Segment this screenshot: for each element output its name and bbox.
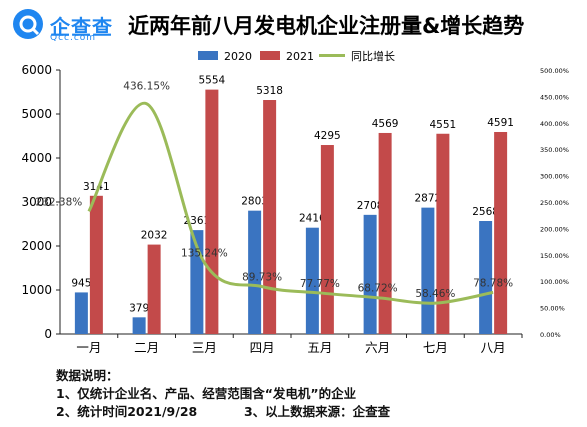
bar-2021 [147,244,161,334]
y2-tick-label: 200.00% [540,225,569,233]
y-tick-label: 4000 [21,151,52,165]
line-point-label: 77.77% [300,278,340,290]
bar-value-label: 5554 [199,75,226,87]
bar-2021 [494,131,508,334]
notes-line-1: 1、仅统计企业名、产品、经营范围含“发电机”的企业 [56,386,357,401]
y-tick-label: 3000 [21,195,52,209]
logo: 企查查 Qcc.com [8,6,128,43]
y2-tick-label: 150.00% [540,252,569,260]
x-tick-label: 七月 [423,340,448,355]
bar-value-label: 2803 [241,196,268,208]
bar-value-label: 2708 [357,200,384,212]
bar-2021 [89,195,103,334]
legend-swatch-2020 [198,51,218,60]
notes-line-2b: 3、以上数据来源：企查查 [243,404,391,419]
line-point-label: 232.38% [36,196,83,208]
line-point-label: 78.78% [473,277,513,289]
bar-2021 [378,132,392,334]
x-tick-label: 四月 [250,340,275,355]
y-tick-label: 5000 [21,107,52,121]
notes-line-2: 2、统计时间2021/9/28 3、以上数据来源：企查查 [56,403,390,421]
bar-value-label: 2416 [299,213,326,225]
line-growth-rate [87,102,494,305]
x-tick-label: 六月 [365,340,390,355]
logo-text: 企查查 [50,15,113,39]
y2-tick-label: 50.00% [540,305,565,313]
y-tick-label: 6000 [21,63,52,77]
data-notes: 数据说明： 1、仅统计企业名、产品、经营范围含“发电机”的企业 2、统计时间20… [56,367,390,421]
logo-subtext: Qcc.com [50,33,97,43]
y2-tick-label: 400.00% [540,120,569,128]
bar-value-label: 379 [129,302,149,314]
bar-2021 [320,145,334,334]
legend-swatch-2021 [260,51,280,60]
y-tick-label: 1000 [21,283,52,297]
y2-tick-label: 250.00% [540,199,569,207]
y2-tick-label: 500.00% [540,67,569,75]
bar-2020 [132,317,146,334]
bar-value-label: 5318 [256,85,283,97]
bar-value-label: 4569 [372,118,399,130]
y2-tick-label: 350.00% [540,146,569,154]
bar-2021 [263,100,277,335]
bar-2020 [421,207,435,334]
bar-2020 [74,292,88,334]
bar-2021 [205,89,219,335]
bar-value-label: 3141 [83,181,110,193]
legend-label: 2021 [286,50,314,63]
x-tick-label: 二月 [134,340,159,355]
y2-tick-label: 450.00% [540,93,569,101]
x-tick-label: 三月 [192,340,217,355]
bar-2020 [305,227,319,334]
bar-2020 [479,221,493,334]
bar-value-label: 4591 [487,117,514,129]
bar-value-label: 2032 [141,230,168,242]
line-point-label: 436.15% [123,81,170,93]
line-point-label: 68.72% [358,283,398,295]
bar-value-label: 945 [71,277,91,289]
line-point-label: 89.73% [242,272,282,284]
bar-value-label: 4295 [314,130,341,142]
x-tick-label: 五月 [307,340,332,355]
y2-tick-label: 0.00% [540,331,561,339]
notes-line-2a: 2、统计时间2021/9/28 [56,404,198,419]
y2-tick-label: 100.00% [540,278,569,286]
notes-header: 数据说明： [56,368,119,383]
logo-icon [13,9,43,39]
legend-label: 同比增长 [351,49,395,63]
line-point-label: 58.46% [415,288,455,300]
bar-value-label: 2568 [472,206,499,218]
x-tick-label: 八月 [481,340,506,355]
line-point-label: 135.24% [181,248,228,260]
chart-title: 近两年前八月发电机企业注册量&增长趋势 [128,14,525,38]
bar-2020 [363,214,377,334]
bar-value-label: 2872 [415,193,442,205]
bar-value-label: 4551 [430,119,457,131]
y-tick-label: 2000 [21,239,52,253]
x-tick-label: 一月 [76,340,101,355]
legend-label: 2020 [224,50,252,63]
y2-tick-label: 300.00% [540,173,569,181]
y-tick-label: 0 [44,327,52,341]
bar-2021 [436,133,450,334]
bar-2020 [248,210,262,334]
